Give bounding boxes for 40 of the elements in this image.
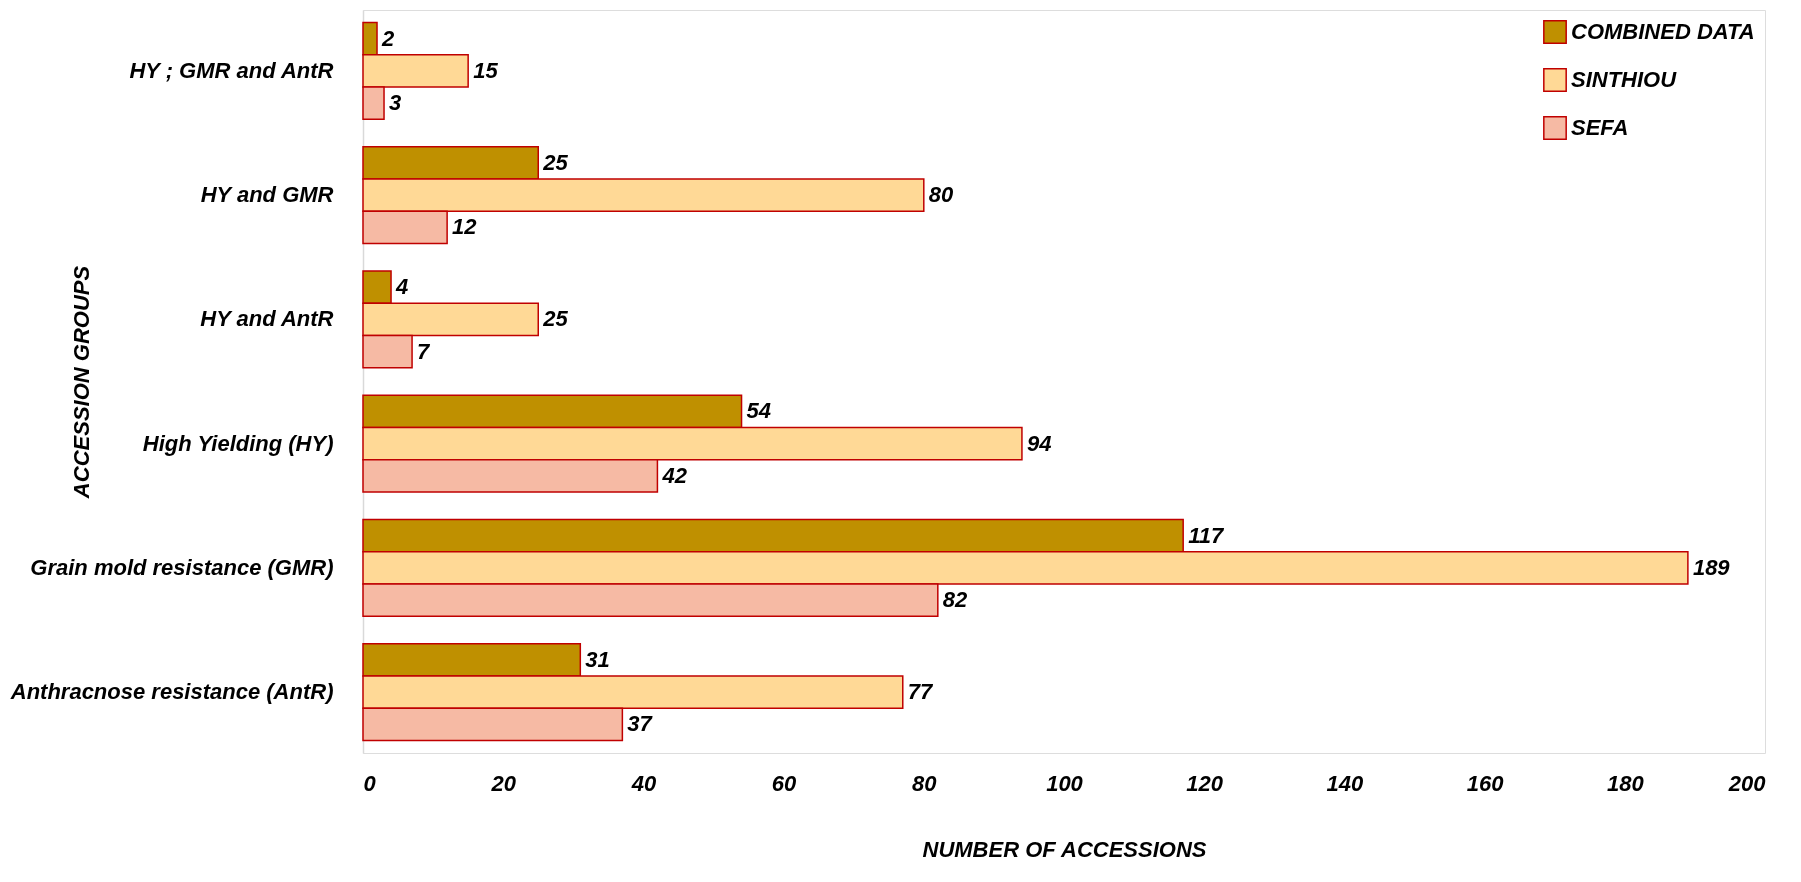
x-tick-label: 180 <box>1606 770 1645 796</box>
data-label: 3 <box>389 90 402 116</box>
y-tick-label: Grain mold resistance (GMR) <box>30 554 334 580</box>
data-label: 189 <box>1692 554 1731 580</box>
x-tick-label: 120 <box>1186 770 1224 796</box>
data-label: 37 <box>627 711 654 737</box>
data-label: 42 <box>661 462 688 488</box>
data-label: 7 <box>417 338 432 364</box>
y-tick-label: Anthracnose resistance (AntR) <box>9 679 334 705</box>
x-tick-label: 140 <box>1326 770 1365 796</box>
legend-label: SEFA <box>1571 115 1629 140</box>
x-axis-title: NUMBER OF ACCESSIONS <box>922 836 1207 862</box>
data-label: 31 <box>585 646 610 672</box>
data-label: 2 <box>381 25 396 51</box>
data-label: 12 <box>452 214 478 240</box>
x-tick-label: 80 <box>912 770 938 796</box>
legend-label: COMBINED DATA <box>1571 19 1755 44</box>
x-tick-label: 160 <box>1466 770 1505 796</box>
data-label: 117 <box>1188 522 1226 548</box>
legend-label: SINTHIOU <box>1571 67 1678 92</box>
data-label: 77 <box>907 679 935 705</box>
data-label: 25 <box>542 149 569 175</box>
x-tick-label: 60 <box>771 770 798 796</box>
x-tick-label: 100 <box>1046 770 1084 796</box>
data-label: 15 <box>473 57 499 83</box>
y-tick-label: HY ; GMR and AntR <box>129 57 334 83</box>
y-tick-label: High Yielding (HY) <box>142 430 334 456</box>
y-tick-label: HY and AntR <box>200 306 334 332</box>
x-tick-label: 200 <box>1727 770 1767 796</box>
x-tick-label: 20 <box>490 770 517 796</box>
data-label: 4 <box>395 274 409 300</box>
x-tick-label: 0 <box>363 770 377 796</box>
data-label: 82 <box>942 587 969 613</box>
data-label: 54 <box>746 398 772 424</box>
y-axis-title: ACCESSION GROUPS <box>68 265 94 500</box>
data-label: 94 <box>1026 430 1052 456</box>
data-label: 80 <box>928 182 955 208</box>
data-label: 25 <box>542 306 569 332</box>
x-tick-label: 40 <box>630 770 657 796</box>
y-tick-label: HY and GMR <box>200 182 334 208</box>
